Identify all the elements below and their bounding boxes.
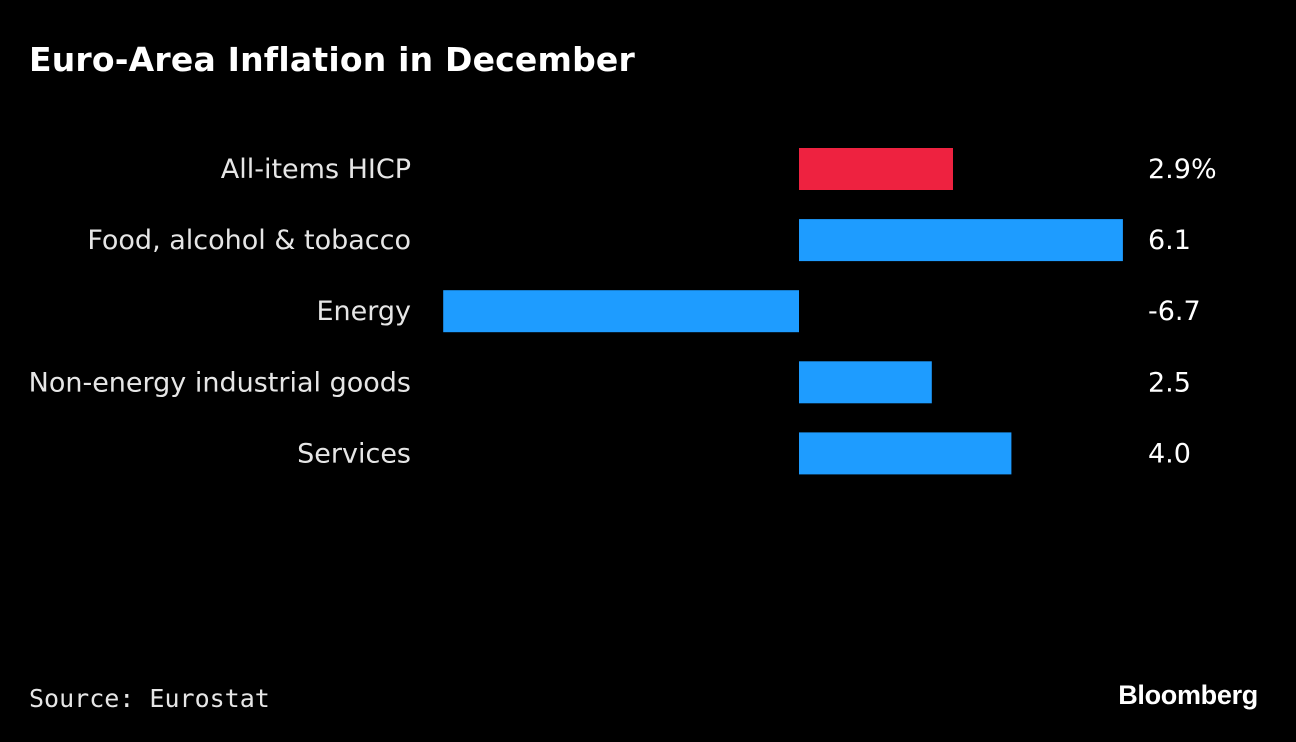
bar-non-energy-industrial-goods [799, 361, 932, 404]
bloomberg-logo: Bloomberg [1118, 680, 1258, 710]
chart-title: Euro-Area Inflation in December [29, 40, 635, 79]
value-label: 6.1 [1148, 225, 1191, 256]
value-label: 2.9% [1148, 154, 1217, 185]
bar-all-items-hicp [799, 148, 953, 190]
bar-energy [443, 290, 799, 333]
bar-food-alcohol-tobacco [799, 219, 1123, 262]
bar-services [799, 432, 1012, 475]
bars-layer: All-items HICP 2.9% Food, alcohol & tobacc… [29, 148, 1217, 475]
value-label: 2.5 [1148, 367, 1191, 398]
value-label: -6.7 [1148, 296, 1201, 327]
category-label: Food, alcohol & tobacco [87, 225, 411, 256]
source-note: Source: Eurostat [29, 684, 270, 713]
value-label: 4.0 [1148, 438, 1191, 469]
category-label: Services [297, 438, 411, 469]
category-label: Non-energy industrial goods [29, 367, 411, 398]
category-label: All-items HICP [221, 154, 411, 185]
category-label: Energy [316, 296, 411, 327]
